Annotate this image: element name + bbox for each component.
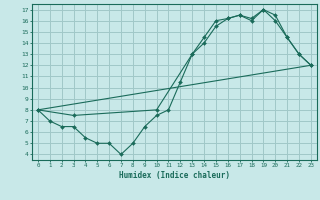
- X-axis label: Humidex (Indice chaleur): Humidex (Indice chaleur): [119, 171, 230, 180]
